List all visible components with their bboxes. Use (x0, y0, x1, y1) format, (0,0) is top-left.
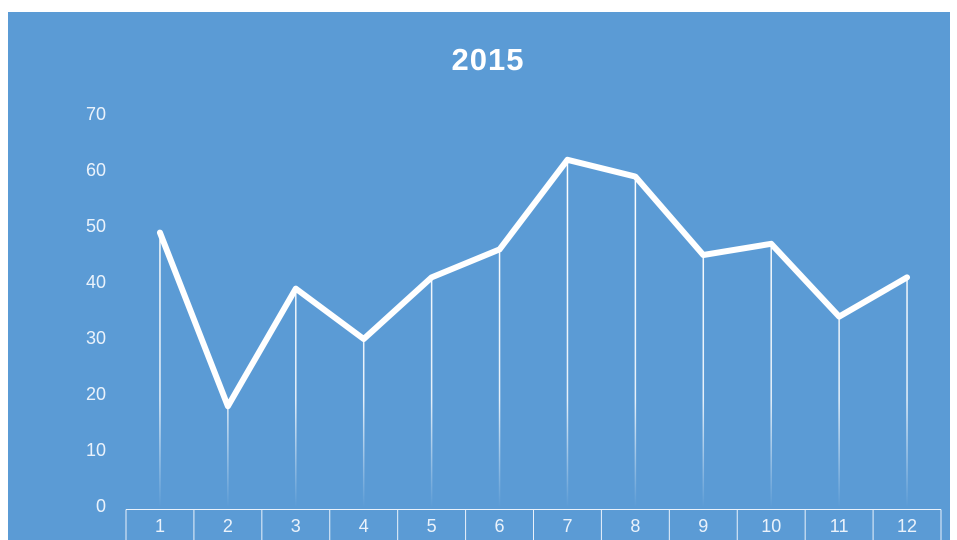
chart-title: 2015 (452, 42, 525, 77)
x-tick-label: 4 (359, 516, 369, 536)
x-tick-label: 10 (761, 516, 781, 536)
x-tick-label: 9 (698, 516, 708, 536)
y-tick-label: 50 (86, 216, 106, 236)
x-tick-label: 1 (155, 516, 165, 536)
chart-background (8, 12, 950, 540)
x-tick-label: 11 (830, 516, 849, 536)
data-line (156, 156, 911, 410)
y-tick-label: 20 (86, 384, 106, 404)
x-tick-label: 8 (630, 516, 640, 536)
x-tick-label: 2 (223, 516, 233, 536)
y-tick-label: 0 (96, 496, 106, 516)
y-tick-label: 30 (86, 328, 106, 348)
y-tick-label: 60 (86, 160, 106, 180)
x-tick-label: 12 (897, 516, 917, 536)
x-tick-label: 3 (291, 516, 301, 536)
x-tick-label: 6 (495, 516, 505, 536)
y-tick-label: 40 (86, 272, 106, 292)
y-tick-label: 70 (86, 104, 106, 124)
x-tick-label: 7 (562, 516, 572, 536)
x-tick-label: 5 (427, 516, 437, 536)
y-tick-label: 10 (86, 440, 106, 460)
